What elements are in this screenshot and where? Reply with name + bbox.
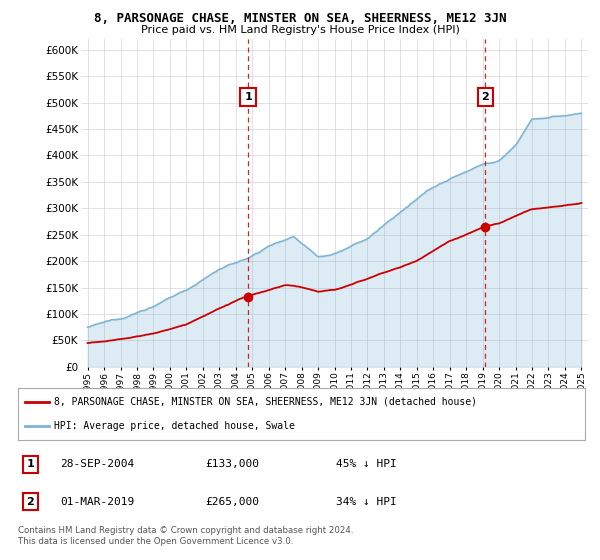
- Text: 01-MAR-2019: 01-MAR-2019: [61, 497, 135, 507]
- Text: 2: 2: [26, 497, 34, 507]
- Text: 28-SEP-2004: 28-SEP-2004: [61, 459, 135, 469]
- Text: Contains HM Land Registry data © Crown copyright and database right 2024.
This d: Contains HM Land Registry data © Crown c…: [18, 526, 353, 546]
- Text: £265,000: £265,000: [205, 497, 259, 507]
- Text: 34% ↓ HPI: 34% ↓ HPI: [335, 497, 396, 507]
- Text: £133,000: £133,000: [205, 459, 259, 469]
- Text: 8, PARSONAGE CHASE, MINSTER ON SEA, SHEERNESS, ME12 3JN (detached house): 8, PARSONAGE CHASE, MINSTER ON SEA, SHEE…: [54, 397, 477, 407]
- Text: 2: 2: [482, 92, 490, 102]
- Text: 1: 1: [244, 92, 252, 102]
- Text: Price paid vs. HM Land Registry's House Price Index (HPI): Price paid vs. HM Land Registry's House …: [140, 25, 460, 35]
- Text: 8, PARSONAGE CHASE, MINSTER ON SEA, SHEERNESS, ME12 3JN: 8, PARSONAGE CHASE, MINSTER ON SEA, SHEE…: [94, 12, 506, 25]
- Text: HPI: Average price, detached house, Swale: HPI: Average price, detached house, Swal…: [54, 421, 295, 431]
- Text: 1: 1: [26, 459, 34, 469]
- Text: 45% ↓ HPI: 45% ↓ HPI: [335, 459, 396, 469]
